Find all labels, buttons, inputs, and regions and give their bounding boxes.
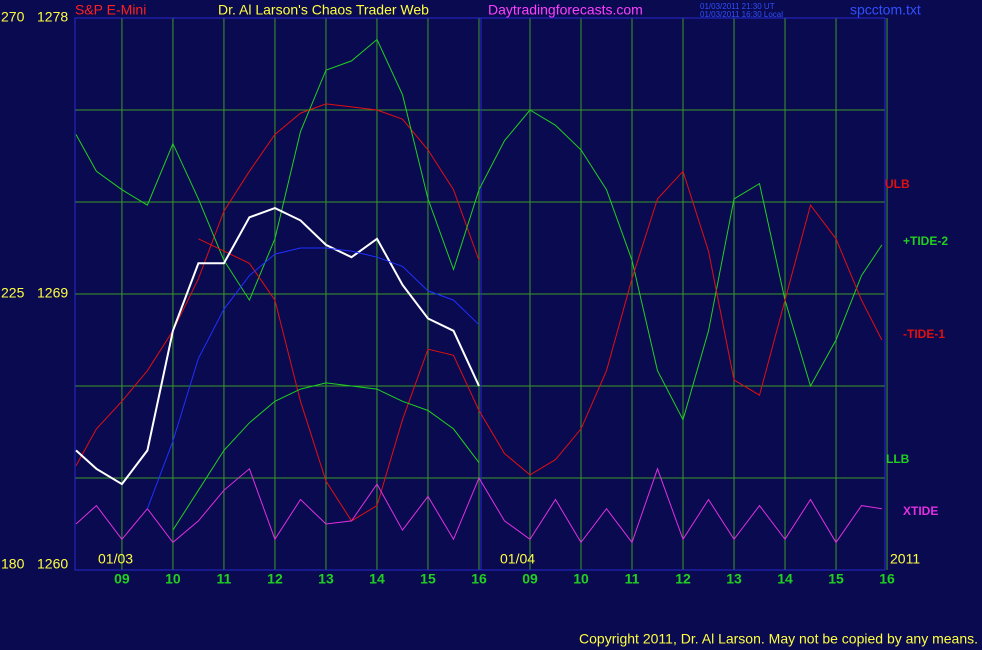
series-line: [75, 467, 882, 544]
y-tick-label: 1260: [37, 556, 68, 572]
series-line: [75, 207, 480, 486]
site: Daytradingforecasts.com: [488, 2, 643, 18]
x-tick-label: 13: [318, 571, 334, 587]
x-tick-label: 14: [369, 571, 385, 587]
copyright: Copyright 2011, Dr. Al Larson. May not b…: [579, 631, 978, 647]
instrument: S&P E-Mini: [75, 2, 146, 18]
series-line: [172, 382, 480, 531]
x-tick-label: 16: [879, 571, 895, 587]
x-tick-label: 15: [828, 571, 844, 587]
timestamp: 01/03/2011 21:30 UT: [700, 2, 775, 11]
y2-tick-label: 180: [1, 556, 25, 572]
x-tick-label: 15: [420, 571, 436, 587]
legend-label: XTIDE: [903, 504, 938, 518]
date-label: 2011: [890, 551, 920, 567]
legend-label: +TIDE-2: [903, 234, 948, 248]
x-tick-label: 14: [777, 571, 793, 587]
x-tick-label: 16: [471, 571, 487, 587]
x-tick-label: 11: [625, 571, 640, 587]
y2-tick-label: 270: [1, 9, 25, 25]
x-tick-label: 11: [217, 571, 232, 587]
chart-title: Dr. Al Larson's Chaos Trader Web: [218, 2, 429, 18]
date-label: 01/04: [500, 551, 535, 567]
series-line: [146, 247, 480, 509]
file-name: spcctom.txt: [850, 2, 921, 18]
legend-label: ULB: [885, 177, 910, 191]
x-tick-label: 13: [726, 571, 742, 587]
y-tick-label: 1278: [37, 9, 68, 25]
timestamp: 01/03/2011 16:30 Local: [700, 10, 783, 19]
date-label: 01/03: [98, 551, 133, 567]
x-tick-label: 09: [522, 571, 538, 587]
x-tick-label: 09: [114, 571, 130, 587]
legend-label: LLB: [886, 452, 910, 466]
x-tick-label: 12: [675, 571, 691, 587]
y-tick-label: 1269: [37, 285, 68, 301]
series-line: [75, 38, 883, 422]
series-line: [198, 170, 883, 522]
y2-tick-label: 225: [1, 285, 25, 301]
x-tick-label: 10: [573, 571, 589, 587]
legend-label: -TIDE-1: [903, 327, 945, 341]
x-tick-label: 12: [267, 571, 283, 587]
plot-frame: [74, 17, 886, 571]
x-tick-label: 10: [165, 571, 181, 587]
